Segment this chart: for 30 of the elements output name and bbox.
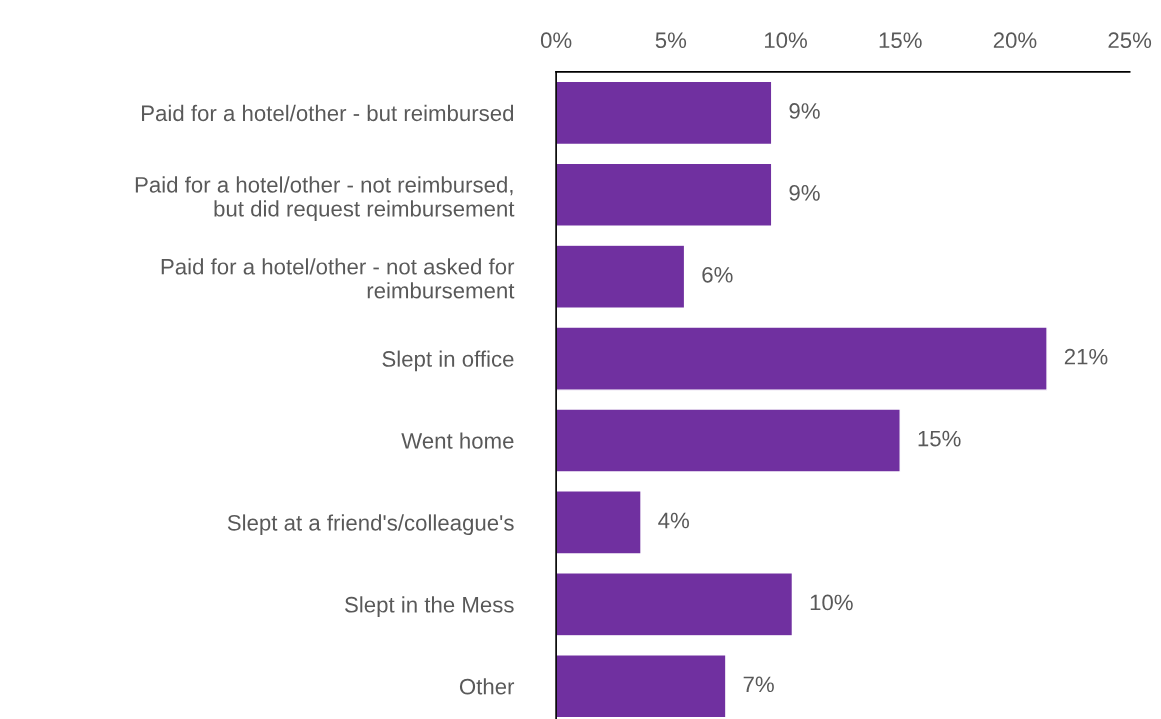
y-tick-label: Went home <box>401 432 514 449</box>
y-tick-label: Paid for a hotel/other - not asked for reimbursement <box>161 258 515 299</box>
x-tick-label: 0% <box>540 32 572 49</box>
data-label: 21% <box>1064 348 1108 365</box>
x-tick-label: 10% <box>764 32 807 49</box>
data-label: 4% <box>658 512 689 529</box>
x-tick-label: 25% <box>1108 32 1152 49</box>
data-label: 10% <box>810 594 853 611</box>
bar <box>556 162 773 227</box>
bar <box>556 572 794 637</box>
bar <box>556 490 642 555</box>
bar <box>556 80 773 146</box>
x-tick-label: 5% <box>655 32 687 49</box>
data-label: 15% <box>918 430 961 447</box>
data-label: 7% <box>743 676 774 693</box>
x-tick-label: 15% <box>879 32 922 49</box>
data-label: 9% <box>789 103 820 119</box>
y-tick-label: Paid for a hotel/other - but reimbursed <box>142 104 514 122</box>
x-tick-label: 20% <box>993 32 1037 49</box>
bar <box>556 408 901 473</box>
data-label: 9% <box>789 185 820 201</box>
y-tick-label: Slept in the Mess <box>345 596 514 617</box>
y-tick-label: Slept in office <box>382 350 514 372</box>
y-tick-label: Slept at a friend's/colleague's <box>227 514 514 536</box>
bar <box>556 244 686 309</box>
data-label: 6% <box>702 266 733 283</box>
y-tick-label: Paid for a hotel/other - not reimbursed, but did request reimbursement <box>135 176 515 222</box>
bar <box>556 326 1048 391</box>
bar <box>556 654 727 719</box>
y-tick-label: Other <box>459 678 515 695</box>
